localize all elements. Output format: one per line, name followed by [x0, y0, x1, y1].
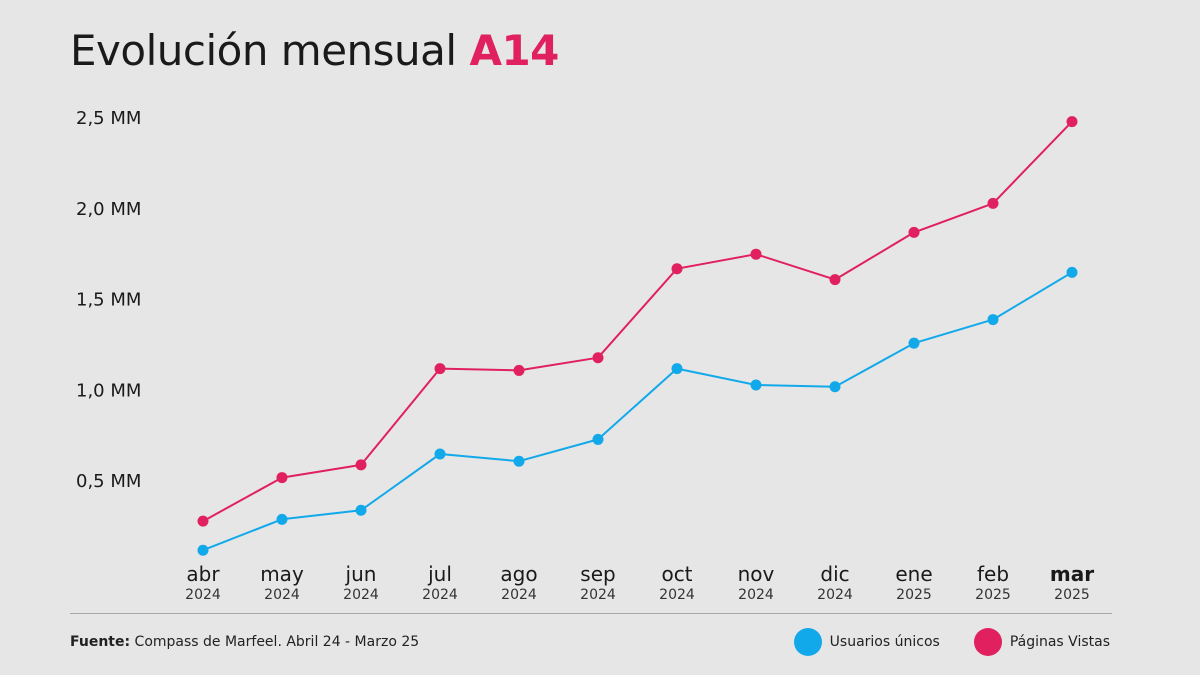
chart-title-accent: A14 — [469, 26, 559, 75]
x-tick-month: nov — [738, 562, 775, 586]
data-point — [750, 248, 762, 260]
line-chart: 0,5 MM1,0 MM1,5 MM2,0 MM2,5 MM abr2024ma… — [76, 108, 1094, 603]
x-tick-year: 2025 — [1054, 587, 1090, 603]
x-tick-month: sep — [580, 562, 615, 586]
y-tick-label: 1,0 MM — [76, 380, 141, 401]
x-tick-month: abr — [186, 562, 220, 586]
source-note: Fuente: Compass de Marfeel. Abril 24 - M… — [70, 634, 419, 650]
legend-item-views: Páginas Vistas — [973, 628, 1110, 656]
y-tick-label: 2,0 MM — [76, 199, 141, 220]
legend-label-views: Páginas Vistas — [1009, 634, 1110, 650]
data-point — [276, 513, 288, 525]
data-point — [592, 352, 604, 364]
data-point — [987, 197, 999, 209]
series-line — [202, 271, 1073, 552]
data-point — [513, 364, 525, 376]
x-tick-month: ago — [500, 562, 537, 586]
x-tick-year: 2024 — [185, 587, 221, 603]
x-tick-year: 2025 — [975, 587, 1011, 603]
source-text: Compass de Marfeel. Abril 24 - Marzo 25 — [134, 634, 420, 650]
legend-label-users: Usuarios únicos — [829, 634, 940, 650]
x-tick-month: ene — [895, 562, 932, 586]
x-axis: abr2024may2024jun2024jul2024ago2024sep20… — [185, 562, 1094, 603]
series-0 — [197, 266, 1078, 556]
y-tick-label: 2,5 MM — [76, 108, 141, 129]
y-tick-label: 0,5 MM — [76, 471, 141, 492]
x-tick-year: 2024 — [264, 587, 300, 603]
data-point — [197, 544, 209, 556]
legend-swatch-views — [973, 628, 1002, 656]
data-point — [355, 459, 367, 471]
chart-title: Evolución mensual A14 — [70, 26, 559, 75]
series-line — [202, 120, 1073, 523]
data-point — [434, 363, 446, 375]
data-point — [1066, 266, 1078, 278]
data-point — [750, 379, 762, 391]
x-tick-month: jul — [427, 562, 452, 586]
data-point — [592, 433, 604, 445]
x-tick-year: 2024 — [659, 587, 695, 603]
x-tick-year: 2025 — [896, 587, 932, 603]
x-tick-month: dic — [820, 562, 849, 586]
source-label: Fuente: — [70, 634, 131, 650]
legend-swatch-users — [793, 628, 822, 656]
data-point — [671, 363, 683, 375]
data-point — [355, 504, 367, 516]
x-tick-month: may — [260, 562, 304, 586]
x-tick-year: 2024 — [580, 587, 616, 603]
x-tick-month: jun — [345, 562, 377, 586]
chart-title-main: Evolución mensual — [70, 26, 457, 75]
legend-item-users: Usuarios únicos — [793, 628, 940, 656]
data-point — [829, 274, 841, 286]
x-tick-year: 2024 — [738, 587, 774, 603]
x-tick-year: 2024 — [343, 587, 379, 603]
data-point — [434, 448, 446, 460]
data-point — [1066, 116, 1078, 128]
series-1 — [197, 116, 1078, 527]
x-tick-month: feb — [977, 562, 1009, 586]
data-point — [276, 472, 288, 484]
data-point — [513, 455, 525, 467]
data-point — [908, 337, 920, 349]
x-tick-month: oct — [661, 562, 692, 586]
y-axis: 0,5 MM 1,0 MM 1,5 MM 2,0 MM 2,5 MM — [76, 108, 141, 492]
data-point — [671, 263, 683, 275]
data-point — [908, 226, 920, 238]
data-point — [987, 314, 999, 326]
x-tick-year: 2024 — [817, 587, 853, 603]
x-tick-month: mar — [1050, 562, 1094, 586]
legend: Usuarios únicos Páginas Vistas — [793, 628, 1110, 656]
y-tick-label: 1,5 MM — [76, 290, 141, 311]
series-layer — [197, 116, 1078, 556]
footer-divider — [70, 613, 1112, 614]
data-point — [197, 515, 209, 527]
x-tick-year: 2024 — [501, 587, 537, 603]
x-tick-year: 2024 — [422, 587, 458, 603]
data-point — [829, 381, 841, 393]
